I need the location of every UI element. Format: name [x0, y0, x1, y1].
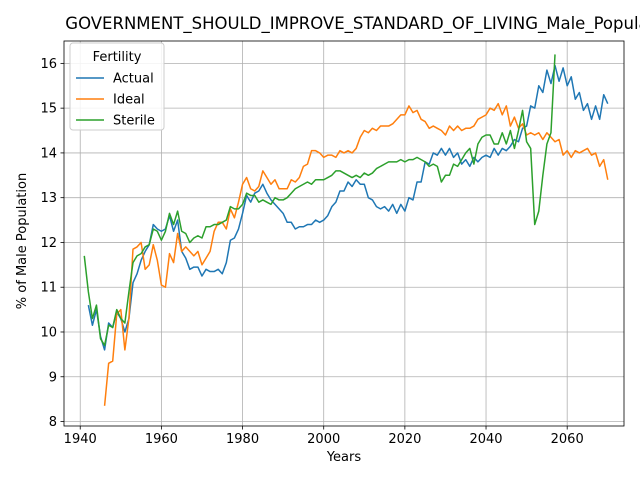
legend-label-sterile: Sterile	[113, 114, 155, 129]
y-tick-label: 15	[40, 102, 57, 117]
x-tick-label: 2040	[469, 432, 502, 447]
legend-label-actual: Actual	[113, 72, 154, 87]
y-tick-label: 10	[40, 325, 57, 340]
x-axis-label: Years	[326, 450, 362, 465]
y-tick-label: 8	[49, 415, 57, 430]
y-tick-label: 14	[40, 146, 57, 161]
chart-title: GOVERNMENT_SHOULD_IMPROVE_STANDARD_OF_LI…	[65, 14, 640, 34]
y-tick-label: 12	[40, 236, 57, 251]
y-tick-label: 11	[40, 281, 57, 296]
x-tick-label: 2060	[551, 432, 584, 447]
y-tick-label: 13	[40, 191, 57, 206]
legend-title: Fertility	[93, 50, 142, 65]
x-tick-label: 2000	[307, 432, 340, 447]
y-tick-label: 16	[40, 57, 57, 72]
y-axis-label: % of Male Population	[15, 173, 30, 309]
legend: Fertility Actual Ideal Sterile	[70, 43, 164, 130]
legend-label-ideal: Ideal	[113, 93, 145, 108]
x-tick-label: 1940	[64, 432, 97, 447]
x-tick-label: 1980	[226, 432, 259, 447]
y-tick-label: 9	[49, 370, 57, 385]
x-tick-label: 1960	[145, 432, 178, 447]
x-tick-label: 2020	[388, 432, 421, 447]
